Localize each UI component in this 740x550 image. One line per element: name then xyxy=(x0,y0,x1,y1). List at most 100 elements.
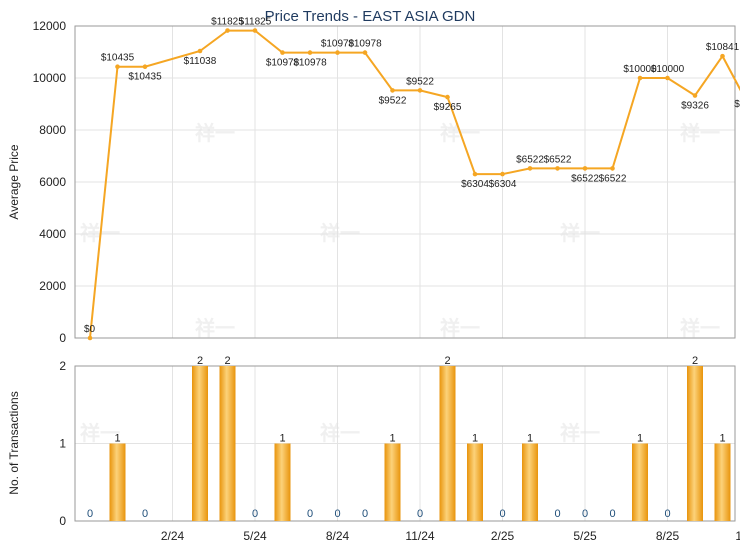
price-point xyxy=(610,166,615,171)
transaction-plot-frame xyxy=(74,365,736,522)
price-point xyxy=(445,94,450,100)
watermark: 祥一 xyxy=(195,316,235,340)
price-data-label: $6304 xyxy=(489,179,517,190)
price-point xyxy=(692,93,698,98)
transaction-bar xyxy=(632,443,648,521)
transaction-count-label: 1 xyxy=(114,433,120,445)
price-point xyxy=(87,335,93,341)
x-tick-label: 5/24 xyxy=(243,529,267,543)
price-plot-frame xyxy=(74,25,736,339)
transaction-count-label: 0 xyxy=(334,508,340,520)
price-point xyxy=(115,64,120,69)
transaction-count-label: 0 xyxy=(664,508,670,520)
price-y-tick-label: 4000 xyxy=(39,227,66,241)
transaction-count-label: 2 xyxy=(197,355,203,367)
transaction-y-tick-label: 0 xyxy=(59,514,66,528)
price-y-tick-label: 2000 xyxy=(39,279,66,293)
transaction-count-label: 0 xyxy=(499,508,505,520)
price-data-label: $6304 xyxy=(461,179,489,190)
transaction-bars: 010220100010210100010211 xyxy=(87,355,731,521)
x-tick-label: 8/25 xyxy=(656,529,680,543)
transaction-bar xyxy=(714,443,731,521)
price-point xyxy=(720,53,725,59)
watermark: 祥一 xyxy=(80,421,120,445)
price-point xyxy=(472,171,478,177)
transaction-bar xyxy=(467,443,483,521)
price-data-label: $11825 xyxy=(239,17,272,28)
transaction-count-label: 2 xyxy=(444,355,450,367)
x-tick-label: 11/25 xyxy=(735,529,740,543)
transaction-count-label: 1 xyxy=(637,433,643,445)
transaction-count-label: 1 xyxy=(719,433,725,445)
transaction-count-label: 0 xyxy=(582,508,588,520)
transaction-bar xyxy=(384,443,401,521)
price-data-label: $10000 xyxy=(651,64,685,75)
price-data-label: $10000 xyxy=(623,64,657,75)
transaction-count-label: 1 xyxy=(389,433,395,445)
price-point xyxy=(637,75,643,81)
price-data-label: $11038 xyxy=(184,56,217,67)
price-data-label: $6522 xyxy=(544,154,572,165)
price-point xyxy=(582,166,588,171)
x-axis-ticks: 2/24 5/24 8/24 11/24 2/25 5/25 8/25 11/25 xyxy=(161,529,740,543)
watermark: 祥一 xyxy=(560,421,600,445)
price-point xyxy=(307,50,313,55)
transaction-bar xyxy=(439,366,456,521)
price-data-label: $10841 xyxy=(706,42,740,53)
transaction-count-label: 0 xyxy=(142,508,148,520)
price-data-label: $10978 xyxy=(348,39,382,50)
transaction-bar xyxy=(687,366,703,521)
transaction-count-label: 2 xyxy=(692,355,698,367)
price-data-label: $6522 xyxy=(571,173,599,184)
price-y-tick-label: 12000 xyxy=(33,19,67,33)
watermark: 祥一 xyxy=(440,316,480,340)
transaction-count-label: 0 xyxy=(554,508,560,520)
price-data-label: $11825 xyxy=(211,17,244,28)
transaction-y-tick-label: 2 xyxy=(59,359,66,373)
watermark: 祥一 xyxy=(320,221,360,245)
watermark: 祥一 xyxy=(680,316,720,340)
price-data-label: $0 xyxy=(84,324,96,335)
price-data-label: $9326 xyxy=(681,101,709,112)
transaction-y-axis-label: No. of Transactions xyxy=(7,391,21,494)
transaction-count-label: 0 xyxy=(87,508,93,520)
watermark: 祥一 xyxy=(560,221,600,245)
price-data-label: $10435 xyxy=(128,72,162,83)
watermark: 祥一 xyxy=(680,121,720,145)
price-point xyxy=(417,88,423,93)
price-data-label: $6522 xyxy=(516,154,544,165)
x-tick-label: 11/24 xyxy=(405,529,434,543)
x-tick-label: 5/25 xyxy=(573,529,597,543)
price-y-tick-label: 6000 xyxy=(39,175,66,189)
price-y-tick-label: 0 xyxy=(59,331,66,345)
watermarks: 祥一 祥一 祥一 祥一 祥一 祥一 祥一 祥一 祥一 祥一 祥一 祥一 xyxy=(80,121,720,445)
price-data-label: $9522 xyxy=(406,76,434,87)
price-data-label: $10978 xyxy=(266,58,300,69)
price-data-label: $10435 xyxy=(101,53,135,64)
transaction-count-label: 1 xyxy=(279,433,285,445)
price-point xyxy=(197,48,203,54)
transaction-bar xyxy=(522,443,538,521)
transaction-bar xyxy=(192,366,208,521)
price-data-label: $8850 xyxy=(734,99,740,110)
price-line xyxy=(89,29,740,339)
price-y-ticks: 0 2000 4000 6000 8000 10000 12000 xyxy=(33,19,67,345)
price-y-tick-label: 10000 xyxy=(33,71,67,85)
transaction-count-label: 0 xyxy=(252,508,258,520)
price-point xyxy=(335,50,340,55)
transaction-y-tick-label: 1 xyxy=(59,437,66,451)
transaction-count-label: 0 xyxy=(362,508,368,520)
watermark: 祥一 xyxy=(195,121,235,145)
x-tick-label: 2/24 xyxy=(161,529,185,543)
price-point xyxy=(280,50,285,55)
price-data-label: $6522 xyxy=(599,173,627,184)
transaction-count-label: 1 xyxy=(527,433,533,445)
price-point xyxy=(555,166,560,171)
price-point xyxy=(142,64,148,69)
chart-title: Price Trends - EAST ASIA GDN xyxy=(265,8,476,25)
price-data-label: $10978 xyxy=(321,39,355,50)
transaction-bar xyxy=(274,443,291,521)
transaction-count-label: 0 xyxy=(609,508,615,520)
price-y-axis-label: Average Price xyxy=(7,144,21,219)
